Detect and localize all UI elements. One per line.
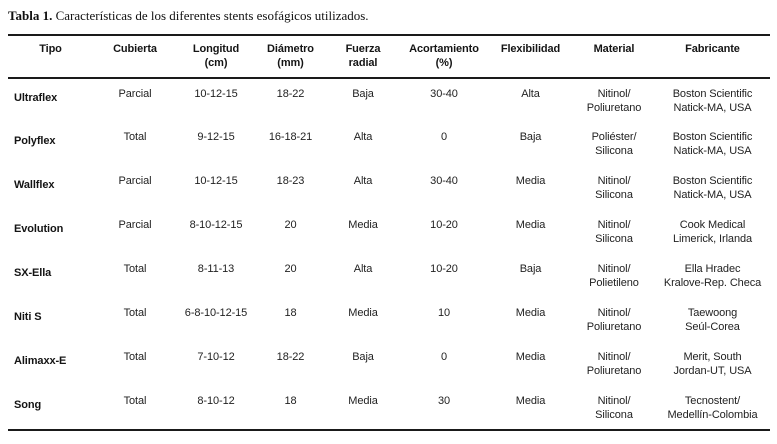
cell-cubierta: Total xyxy=(123,263,147,275)
column-header-longitud: Longitud (cm) xyxy=(192,43,240,69)
cell-longitud: 10-12-15 xyxy=(194,175,238,187)
cell-diametro: 16-18-21 xyxy=(268,131,313,143)
cell-fabricante: Boston Scientific Natick-MA, USA xyxy=(672,88,753,114)
cell-diametro: 18 xyxy=(284,307,297,319)
column-header-cubierta: Cubierta xyxy=(113,43,157,55)
cell-fuerza_radial: Baja xyxy=(352,351,374,363)
column-header-material: Material xyxy=(593,43,635,55)
cell-tipo: Evolution xyxy=(14,223,64,235)
cell-fuerza_radial: Media xyxy=(348,219,378,231)
cell-fabricante: Taewoong Seúl-Corea xyxy=(685,307,740,333)
cell-acortamiento: 10 xyxy=(437,307,451,319)
cell-acortamiento: 30 xyxy=(437,395,451,407)
esophageal-stents-table: Tipo Cubierta Longitud (cm) Diámetro (mm) Fu… xyxy=(8,34,770,431)
cell-cubierta: Parcial xyxy=(118,88,152,100)
cell-material: Nitinol/ Silicona xyxy=(595,175,633,201)
table-row: Ultraflex Parcial 10-12-15 18-22 Baja 30-40 Al… xyxy=(8,78,770,122)
cell-flexibilidad: Media xyxy=(515,219,546,231)
cell-fuerza_radial: Alta xyxy=(353,175,373,187)
cell-flexibilidad: Media xyxy=(515,307,546,319)
cell-longitud: 7-10-12 xyxy=(197,351,235,363)
cell-longitud: 8-10-12-15 xyxy=(189,219,243,231)
cell-diametro: 18 xyxy=(284,395,297,407)
cell-material: Nitinol/ Poliuretano xyxy=(586,307,642,333)
cell-acortamiento: 0 xyxy=(440,351,448,363)
cell-longitud: 10-12-15 xyxy=(194,88,238,100)
cell-diametro: 20 xyxy=(284,219,297,231)
cell-acortamiento: 10-20 xyxy=(430,263,458,275)
table-caption-text: Características de los diferentes stents… xyxy=(52,8,369,23)
table-row: Polyflex Total 9-12-15 16-18-21 Alta 0 Baja Pol… xyxy=(8,122,770,166)
column-header-flexibilidad: Flexibilidad xyxy=(500,43,561,55)
column-header-diametro: Diámetro (mm) xyxy=(267,43,314,69)
cell-cubierta: Total xyxy=(123,307,147,319)
cell-tipo: Niti S xyxy=(14,311,42,323)
cell-fuerza_radial: Baja xyxy=(352,88,374,100)
table-head: Tipo Cubierta Longitud (cm) Diámetro (mm) Fu… xyxy=(8,35,770,78)
cell-cubierta: Parcial xyxy=(118,219,152,231)
cell-fabricante: Boston Scientific Natick-MA, USA xyxy=(672,175,753,201)
cell-flexibilidad: Media xyxy=(515,351,546,363)
table-row: Alimaxx-E Total 7-10-12 18-22 Baja 0 Media Niti… xyxy=(8,342,770,386)
table-row: Evolution Parcial 8-10-12-15 20 Media 10-20 Me… xyxy=(8,210,770,254)
column-header-fuerza_radial: Fuerza radial xyxy=(345,43,381,69)
cell-material: Nitinol/ Polietileno xyxy=(589,263,639,289)
cell-tipo: Ultraflex xyxy=(14,92,58,104)
cell-acortamiento: 30-40 xyxy=(430,175,458,187)
cell-material: Nitinol/ Poliuretano xyxy=(586,88,642,114)
cell-longitud: 8-11-13 xyxy=(197,263,235,275)
cell-material: Nitinol/ Poliuretano xyxy=(586,351,642,377)
cell-cubierta: Parcial xyxy=(118,175,152,187)
cell-longitud: 6-8-10-12-15 xyxy=(184,307,248,319)
cell-material: Nitinol/ Silicona xyxy=(595,219,633,245)
cell-flexibilidad: Baja xyxy=(519,263,542,275)
cell-flexibilidad: Media xyxy=(515,395,546,407)
table-row: Niti S Total 6-8-10-12-15 18 Media 10 Media Nit… xyxy=(8,298,770,342)
cell-acortamiento: 0 xyxy=(440,131,448,143)
cell-cubierta: Total xyxy=(123,131,147,143)
header-row: Tipo Cubierta Longitud (cm) Diámetro (mm) Fu… xyxy=(8,35,770,78)
cell-fuerza_radial: Alta xyxy=(353,131,373,143)
cell-fuerza_radial: Media xyxy=(348,307,378,319)
cell-flexibilidad: Baja xyxy=(519,131,542,143)
cell-tipo: Wallflex xyxy=(14,179,55,191)
cell-flexibilidad: Alta xyxy=(521,88,540,100)
cell-fuerza_radial: Alta xyxy=(353,263,373,275)
cell-diametro: 18-23 xyxy=(276,175,305,187)
cell-fabricante: Ella Hradec Kralove-Rep. Checa xyxy=(663,263,762,289)
cell-tipo: Song xyxy=(14,399,42,411)
column-header-fabricante: Fabricante xyxy=(685,43,740,55)
cell-diametro: 18-22 xyxy=(276,351,305,363)
column-header-tipo: Tipo xyxy=(39,43,62,55)
cell-acortamiento: 30-40 xyxy=(430,88,458,100)
cell-fabricante: Boston Scientific Natick-MA, USA xyxy=(672,131,753,157)
cell-tipo: Alimaxx-E xyxy=(14,355,67,367)
cell-longitud: 8-10-12 xyxy=(197,395,235,407)
cell-cubierta: Total xyxy=(123,351,147,363)
cell-fabricante: Tecnostent/ Medellín-Colombia xyxy=(667,395,758,421)
table-caption-label: Tabla 1. xyxy=(8,8,53,23)
table-row: Song Total 8-10-12 18 Media 30 Media Nitinol/ S… xyxy=(8,386,770,430)
table-row: SX-Ella Total 8-11-13 20 Alta 10-20 Baja Nitino… xyxy=(8,254,770,298)
table-caption: Tabla 1. Características de los diferent… xyxy=(8,8,777,23)
cell-longitud: 9-12-15 xyxy=(197,131,235,143)
column-header-acortamiento: Acortamiento (%) xyxy=(409,43,479,69)
cell-tipo: SX-Ella xyxy=(14,267,52,279)
cell-acortamiento: 10-20 xyxy=(430,219,458,231)
cell-fabricante: Merit, South Jordan-UT, USA xyxy=(673,351,752,377)
cell-material: Poliéster/ Silicona xyxy=(591,131,637,157)
table-row: Wallflex Parcial 10-12-15 18-23 Alta 30-40 Med… xyxy=(8,166,770,210)
cell-fuerza_radial: Media xyxy=(348,395,378,407)
cell-diametro: 18-22 xyxy=(276,88,305,100)
cell-diametro: 20 xyxy=(284,263,297,275)
table-body: Ultraflex Parcial 10-12-15 18-22 Baja 30-40 Al… xyxy=(8,78,770,430)
cell-flexibilidad: Media xyxy=(515,175,546,187)
cell-fabricante: Cook Medical Limerick, Irlanda xyxy=(673,219,752,245)
cell-cubierta: Total xyxy=(123,395,147,407)
cell-material: Nitinol/ Silicona xyxy=(595,395,633,421)
cell-tipo: Polyflex xyxy=(14,135,56,147)
